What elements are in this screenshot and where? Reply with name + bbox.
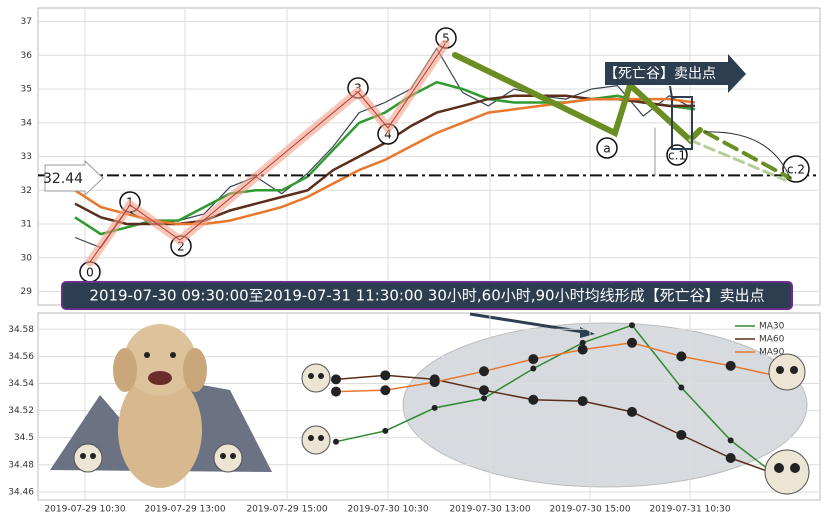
point [528,354,539,365]
x-tick-label: 2019-07-30 10:30 [347,505,428,515]
point [530,365,537,372]
x-tick-label: 2019-07-30 13:00 [449,505,530,515]
point [676,429,687,440]
wave-circle [596,137,618,159]
legend-label: MA60 [759,335,785,345]
wave-label: 2 [177,240,185,254]
y-tick-label: 34.52 [8,406,34,416]
point [725,360,736,371]
wave-highlights [85,39,792,267]
point [725,452,736,463]
point [627,406,637,417]
point [528,394,539,405]
point [678,384,685,391]
y-tick-label: 31 [21,220,32,230]
series-line [335,374,781,477]
level-label: 32.44 [43,171,83,187]
y-tick-label: 34 [21,118,33,128]
wave-label: c.2 [787,163,805,177]
wave-label: 5 [442,32,450,46]
legend-label: MA30 [759,322,785,332]
point [333,438,339,445]
point [382,427,389,434]
point [429,377,440,388]
y-tick-label: 34.56 [8,352,34,362]
x-tick-label: 2019-07-30 15:00 [549,505,630,515]
y-tick-label: 29 [21,287,33,297]
y-tick-label: 37 [21,17,32,27]
x-tick-label: 2019-07-29 13:00 [144,505,225,515]
point [331,386,341,397]
signal-label: 【死亡谷】卖出点 [604,66,716,82]
legend-label: MA90 [759,348,785,358]
point [629,322,635,329]
wave-label: a [603,142,610,156]
point [479,385,489,396]
y-tick-label: 34.46 [8,487,34,497]
title: 2019-07-30 09:30:00至2019-07-31 11:30:00 … [89,287,764,305]
point [627,337,637,348]
point [676,351,687,362]
point [380,385,391,396]
y-tick-label: 35 [21,85,32,95]
y-tick-label: 33 [21,152,32,162]
point [577,344,588,355]
x-tick-label: 2019-07-29 15:00 [246,505,327,515]
x-tick-label: 2019-07-29 10:30 [44,505,125,515]
series-line [74,97,696,226]
signal-arrow: 【死亡谷】卖出点 [604,54,746,99]
level-tag: 32.44 [43,159,104,197]
point [479,366,489,377]
y-tick-label: 34.48 [8,460,34,470]
y-tick-label: 30 [21,253,33,263]
point [481,395,487,402]
series-line [335,342,781,393]
y-tick-label: 34.54 [8,379,34,389]
title-box: 2019-07-30 09:30:00至2019-07-31 11:30:00 … [61,281,793,310]
point [727,437,734,444]
point [431,404,438,411]
point [380,370,391,381]
y-tick-label: 34.58 [8,325,34,335]
decoration [50,324,810,495]
wave-label: 0 [86,266,94,280]
point [331,374,341,385]
x-tick-label: 2019-07-31 10:30 [649,505,730,515]
y-tick-label: 34.5 [14,433,34,443]
y-tick-label: 32 [21,186,32,196]
series-line [335,324,781,479]
point [579,339,586,346]
point [577,396,588,407]
y-tick-label: 36 [21,51,33,61]
wave-label: c.1 [668,149,686,163]
